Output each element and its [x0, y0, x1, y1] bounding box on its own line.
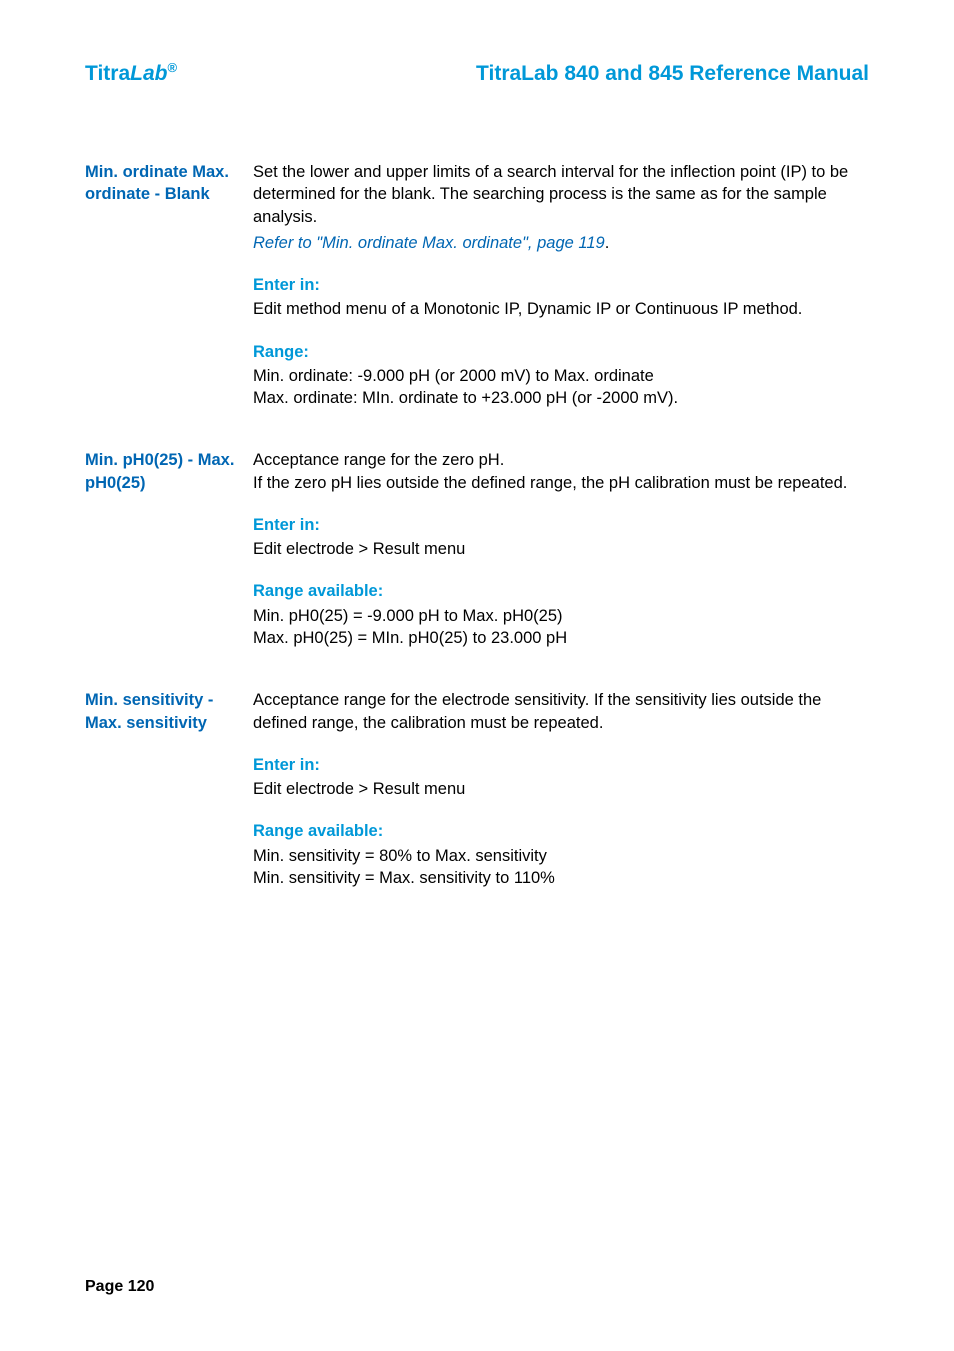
- sub-text: Min. sensitivity = 80% to Max. sensitivi…: [253, 845, 869, 890]
- sub-heading-enter-in: Enter in:: [253, 274, 869, 296]
- section-label: Min. pH0(25) - Max. pH0(25): [85, 449, 253, 649]
- sub-heading-enter-in: Enter in:: [253, 754, 869, 776]
- body-text: Acceptance range for the zero pH. If the…: [253, 449, 869, 494]
- page-number: Page 120: [85, 1278, 154, 1296]
- section-min-max-sensitivity: Min. sensitivity - Max. sensitivity Acce…: [85, 689, 869, 889]
- section-min-max-ph025: Min. pH0(25) - Max. pH0(25) Acceptance r…: [85, 449, 869, 649]
- section-content: Acceptance range for the zero pH. If the…: [253, 449, 869, 649]
- sub-heading-range-available: Range available:: [253, 580, 869, 602]
- body-text: Set the lower and upper limits of a sear…: [253, 161, 869, 228]
- section-content: Set the lower and upper limits of a sear…: [253, 161, 869, 409]
- brand-logo: TitraLab®: [85, 60, 177, 86]
- sub-text: Min. ordinate: -9.000 pH (or 2000 mV) to…: [253, 365, 869, 410]
- section-min-max-ordinate-blank: Min. ordinate Max. ordinate - Blank Set …: [85, 161, 869, 409]
- link-suffix: .: [605, 234, 610, 252]
- brand-lab: Lab: [130, 62, 167, 85]
- sub-heading-range-available: Range available:: [253, 820, 869, 842]
- sub-text: Min. pH0(25) = -9.000 pH to Max. pH0(25)…: [253, 605, 869, 650]
- brand-titra: Titra: [85, 62, 130, 85]
- sub-text: Edit method menu of a Monotonic IP, Dyna…: [253, 298, 869, 320]
- brand-reg: ®: [167, 60, 177, 75]
- sub-heading-range: Range:: [253, 341, 869, 363]
- section-label: Min. ordinate Max. ordinate - Blank: [85, 161, 253, 409]
- link-line: Refer to "Min. ordinate Max. ordinate", …: [253, 232, 869, 254]
- sub-heading-enter-in: Enter in:: [253, 514, 869, 536]
- section-label: Min. sensitivity - Max. sensitivity: [85, 689, 253, 889]
- section-content: Acceptance range for the electrode sensi…: [253, 689, 869, 889]
- sub-text: Edit electrode > Result menu: [253, 538, 869, 560]
- manual-title: TitraLab 840 and 845 Reference Manual: [476, 62, 869, 86]
- body-text: Acceptance range for the electrode sensi…: [253, 689, 869, 734]
- reference-link[interactable]: Refer to "Min. ordinate Max. ordinate", …: [253, 234, 605, 252]
- page-header: TitraLab® TitraLab 840 and 845 Reference…: [85, 60, 869, 86]
- sub-text: Edit electrode > Result menu: [253, 778, 869, 800]
